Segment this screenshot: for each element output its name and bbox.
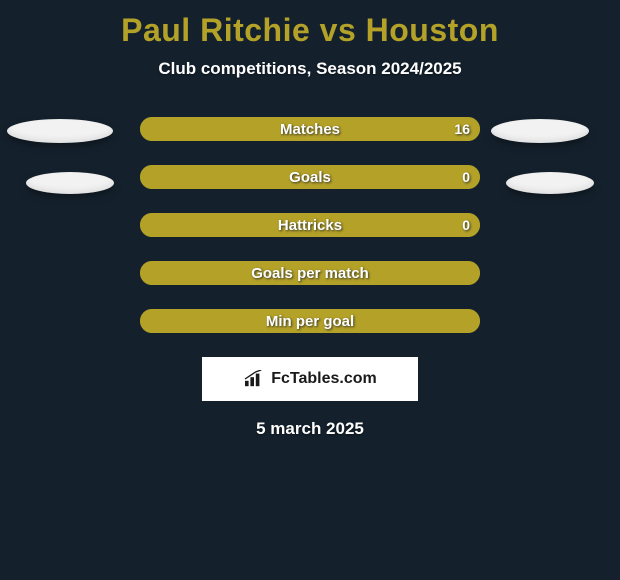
- page-subtitle: Club competitions, Season 2024/2025: [0, 59, 620, 79]
- stat-row-min-per-goal: Min per goal: [140, 309, 480, 333]
- bar-fill: [140, 261, 480, 285]
- avatar-left-1: [7, 119, 113, 143]
- bar-fill: [140, 165, 480, 189]
- bar-fill: [140, 213, 480, 237]
- avatar-left-2: [26, 172, 114, 194]
- bar-fill: [140, 117, 480, 141]
- bar-chart-icon: [243, 370, 265, 388]
- bar-fill: [140, 309, 480, 333]
- stat-row-matches: Matches 16: [140, 117, 480, 141]
- stat-row-hattricks: Hattricks 0: [140, 213, 480, 237]
- footer-date: 5 march 2025: [0, 419, 620, 439]
- comparison-chart: Matches 16 Goals 0 Hattricks 0 Goals per…: [0, 117, 620, 439]
- stat-row-goals: Goals 0: [140, 165, 480, 189]
- page-title: Paul Ritchie vs Houston: [0, 0, 620, 49]
- stat-row-goals-per-match: Goals per match: [140, 261, 480, 285]
- brand-badge: FcTables.com: [202, 357, 418, 401]
- brand-text: FcTables.com: [271, 370, 377, 388]
- avatar-right-1: [491, 119, 589, 143]
- avatar-right-2: [506, 172, 594, 194]
